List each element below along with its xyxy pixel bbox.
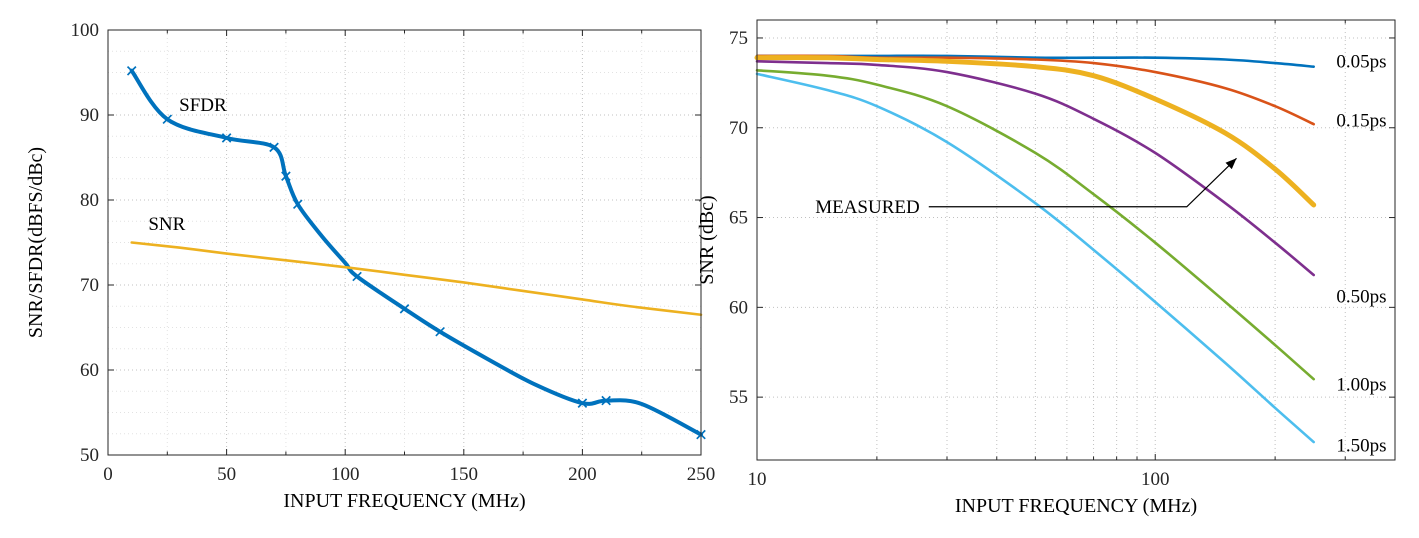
y-tick-label: 70 (80, 275, 99, 296)
x-marker (292, 199, 303, 210)
series-line-0.50ps (755, 60, 1316, 277)
y-tick-label: 65 (729, 208, 748, 229)
x-marker (352, 271, 362, 282)
y-tick-label: 100 (71, 20, 100, 41)
y-axis-label: SNR/SFDR(dBFS/dBc) (25, 147, 47, 338)
y-tick-label: 90 (80, 105, 99, 126)
series-label-150ps: 1.50ps (1336, 436, 1386, 457)
y-tick-label: 60 (729, 297, 748, 318)
series-label-050ps: 0.50ps (1336, 287, 1386, 308)
grid-lines (757, 20, 1395, 460)
x-tick-label: 0 (103, 464, 113, 485)
y-tick-label: 55 (729, 387, 748, 408)
x-axis-label: INPUT FREQUENCY (MHz) (283, 490, 525, 512)
series-label-015ps: 0.15ps (1336, 111, 1386, 132)
x-axis-label: INPUT FREQUENCY (MHz) (955, 495, 1197, 517)
series-line-measured (754, 55, 1317, 208)
series-line-1.00ps (755, 68, 1316, 381)
x-tick-label: 150 (450, 464, 479, 485)
x-tick-label: 200 (568, 464, 597, 485)
curve-label-sfdr: SFDR (179, 95, 227, 116)
x-marker (577, 398, 588, 408)
x-tick-label: 100 (331, 464, 360, 485)
series-line-1.50ps (755, 72, 1316, 444)
y-tick-label: 75 (729, 28, 748, 49)
x-marker (435, 326, 445, 337)
grid-lines (108, 30, 701, 455)
x-marker (269, 142, 279, 153)
x-marker (399, 303, 410, 314)
x-marker (601, 395, 611, 406)
x-marker (126, 65, 137, 76)
series-line-snr (130, 241, 703, 317)
annotation-arrowhead (1225, 158, 1237, 170)
curve-label-snr: SNR (148, 214, 185, 235)
x-tick-label: 250 (687, 464, 716, 485)
x-marker (281, 171, 291, 182)
series-label-100ps: 1.00ps (1336, 375, 1386, 396)
chart-snr-vs-frequency-jitter: 10 100 55 60 65 70 75 INPUT FREQUENCY (MHz) SNR … (696, 19, 1396, 517)
x-tick-label: 50 (217, 464, 236, 485)
y-tick-label: 60 (80, 360, 99, 381)
x-marker (162, 114, 173, 125)
x-tick-label: 10 (748, 469, 767, 490)
y-axis-label: SNR (dBc) (696, 195, 718, 284)
series-label-005ps: 0.05ps (1336, 51, 1386, 72)
axes-box (756, 19, 1396, 461)
y-tick-label: 80 (80, 190, 99, 211)
annotation-text-measured: MEASURED (815, 197, 920, 218)
x-tick-label: 100 (1141, 469, 1170, 490)
y-tick-label: 50 (80, 445, 99, 466)
y-tick-label: 70 (729, 118, 748, 139)
annotation-arrow-line (928, 157, 1237, 208)
x-marker (221, 133, 232, 143)
